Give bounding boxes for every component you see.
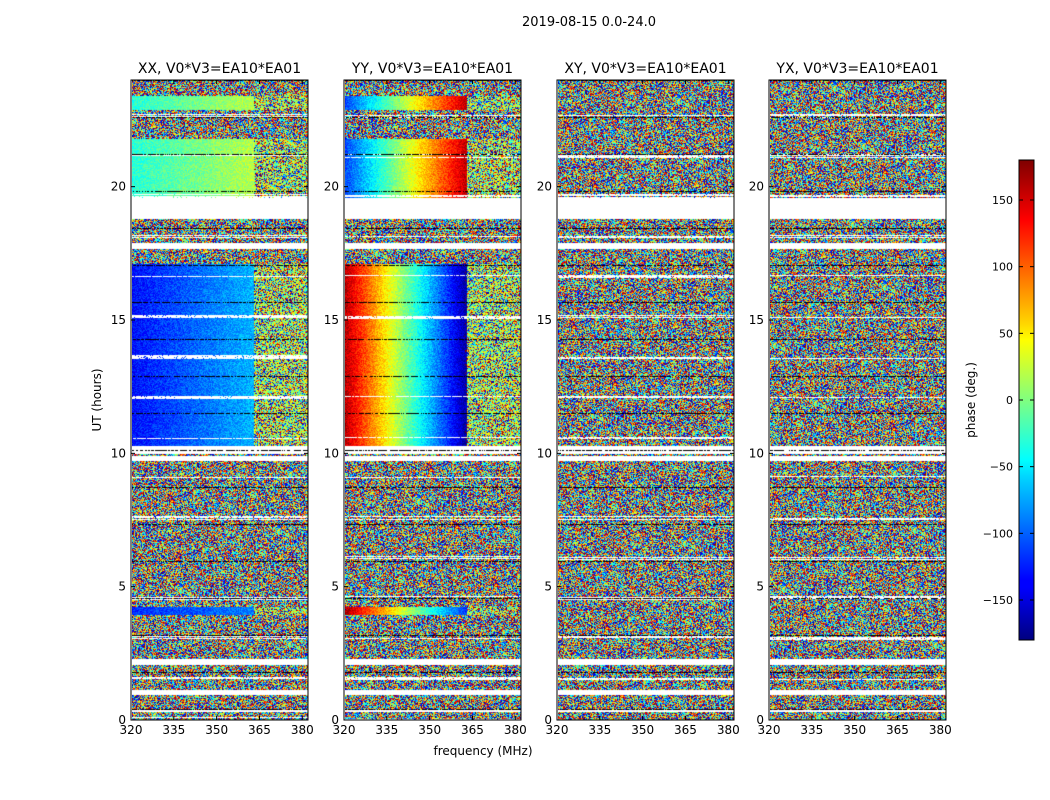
- x-axis-label: frequency (MHz): [433, 744, 532, 758]
- phase-heatmap-yy: [345, 80, 521, 720]
- y-tick-label: 0: [118, 713, 126, 727]
- colorbar-ticks: −150 −100 −50 0 50 100 150: [983, 194, 1034, 607]
- x-tick-label: 380: [929, 723, 952, 737]
- panel-frame: [130, 79, 309, 721]
- x-tick-label: 365: [461, 723, 484, 737]
- y-tick-label: 5: [544, 580, 552, 594]
- x-tick-label: 380: [717, 723, 740, 737]
- y-tick-label: 5: [331, 580, 339, 594]
- x-tick-label: 350: [631, 723, 654, 737]
- y-tick-label: 0: [331, 713, 339, 727]
- panel-xx: XX, V0*V3=EA10*EA01 320 335 350 365 380 0 5 10 15…: [111, 61, 314, 737]
- panels: XX, V0*V3=EA10*EA01 320 335 350 365 380 0 5 10 15…: [111, 61, 952, 737]
- panel-yy: YY, V0*V3=EA10*EA01 320 335 350 365 380 0 5 10 15…: [324, 61, 527, 737]
- y-tick-label: 0: [544, 713, 552, 727]
- x-tick-label: 365: [674, 723, 697, 737]
- x-tick-label: 320: [546, 723, 569, 737]
- colorbar-tick-label: 150: [992, 194, 1013, 207]
- y-tick-label: 10: [324, 446, 339, 460]
- x-tick-label: 380: [291, 723, 314, 737]
- x-tick-label: 335: [800, 723, 823, 737]
- phase-heatmap-xx: [132, 80, 308, 720]
- colorbar-label: phase (deg.): [964, 362, 978, 438]
- x-tick-label: 335: [588, 723, 611, 737]
- x-tick-label: 350: [205, 723, 228, 737]
- y-tick-label: 0: [756, 713, 764, 727]
- y-tick-label: 20: [111, 180, 126, 194]
- panel-frame: [343, 79, 522, 721]
- x-tick-label: 335: [162, 723, 185, 737]
- x-tick-label: 335: [375, 723, 398, 737]
- panel-title: YX, V0*V3=EA10*EA01: [775, 61, 938, 77]
- colorbar-tick-label: 0: [1006, 394, 1013, 407]
- y-tick-label: 15: [111, 313, 126, 327]
- y-tick-label: 15: [324, 313, 339, 327]
- x-tick-label: 365: [248, 723, 271, 737]
- panel-frame: [768, 79, 947, 721]
- y-tick-label: 15: [537, 313, 552, 327]
- colorbar-tick-label: −50: [990, 461, 1013, 474]
- x-tick-label: 380: [504, 723, 527, 737]
- x-tick-label: 320: [758, 723, 781, 737]
- panel-yx: YX, V0*V3=EA10*EA01 320 335 350 365 380 0 5 10 15…: [749, 61, 952, 737]
- y-tick-label: 20: [324, 180, 339, 194]
- x-tick-label: 320: [333, 723, 356, 737]
- panel-title: XX, V0*V3=EA10*EA01: [138, 61, 301, 77]
- y-tick-label: 10: [537, 446, 552, 460]
- figure-title: 2019-08-15 0.0-24.0: [522, 15, 656, 30]
- phase-heatmap-xy: [558, 80, 734, 720]
- y-axis-label: UT (hours): [90, 368, 104, 431]
- colorbar-tick-label: −100: [983, 527, 1013, 540]
- y-tick-label: 20: [537, 180, 552, 194]
- colorbar-tick-label: 50: [999, 327, 1013, 340]
- panel-xy: XY, V0*V3=EA10*EA01 320 335 350 365 380 0 5 10 15…: [537, 61, 740, 737]
- y-tick-label: 5: [118, 580, 126, 594]
- x-tick-label: 350: [843, 723, 866, 737]
- colorbar: −150 −100 −50 0 50 100 150 phase (deg.): [964, 159, 1035, 641]
- panel-title: XY, V0*V3=EA10*EA01: [564, 61, 726, 77]
- x-tick-label: 365: [886, 723, 909, 737]
- y-tick-label: 5: [756, 580, 764, 594]
- x-tick-label: 350: [418, 723, 441, 737]
- y-tick-label: 15: [749, 313, 764, 327]
- panel-title: YY, V0*V3=EA10*EA01: [351, 61, 513, 77]
- colorbar-tick-label: 100: [992, 261, 1013, 274]
- y-tick-label: 10: [749, 446, 764, 460]
- panel-frame: [556, 79, 735, 721]
- y-tick-label: 10: [111, 446, 126, 460]
- colorbar-tick-label: −150: [983, 594, 1013, 607]
- phase-heatmap-yx: [770, 80, 946, 720]
- y-tick-label: 20: [749, 180, 764, 194]
- x-tick-label: 320: [120, 723, 143, 737]
